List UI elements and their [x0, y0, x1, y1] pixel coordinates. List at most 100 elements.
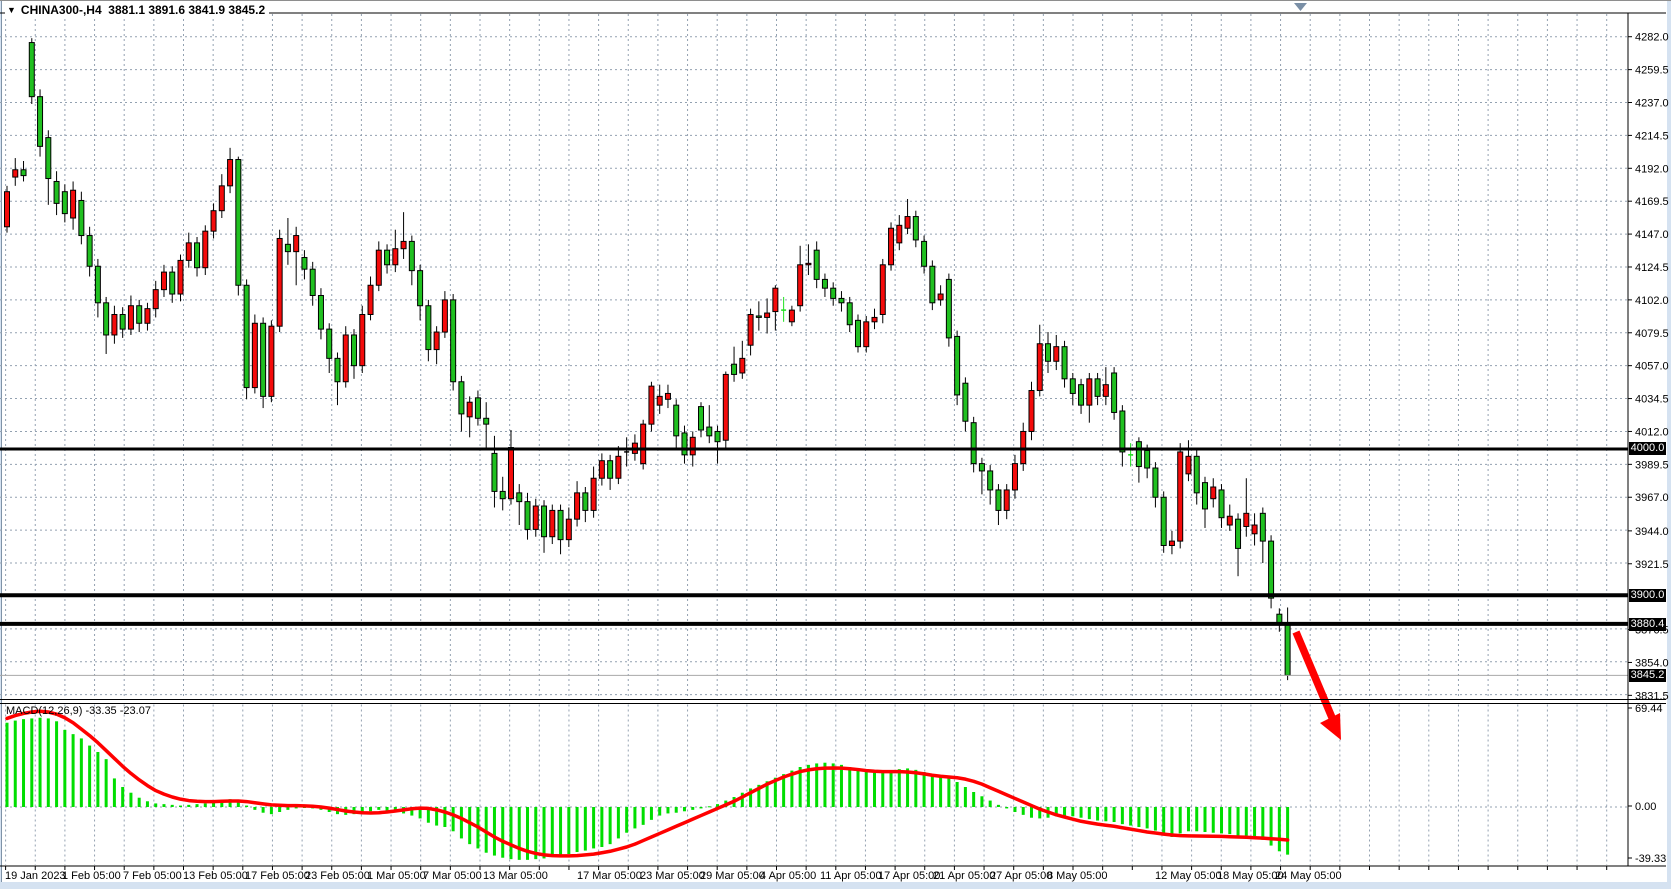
bull-candle	[1036, 343, 1043, 392]
bear-candle	[408, 240, 415, 272]
bear-candle	[1276, 613, 1283, 624]
macd-histogram-bar	[1203, 807, 1207, 832]
trend-arrow-shaft[interactable]	[1292, 630, 1337, 722]
macd-histogram-bar	[749, 788, 753, 807]
date-label: 7 Feb 05:00	[123, 870, 182, 882]
bear-candle	[1078, 384, 1085, 406]
macd-histogram-bar	[848, 767, 852, 807]
bear-candle	[821, 278, 828, 289]
macd-histogram-bar	[782, 774, 786, 807]
bear-candle	[1160, 496, 1167, 546]
price-axis-label: 4102.0	[1635, 295, 1669, 307]
symbol-period-label: CHINA300-,H4	[20, 3, 102, 17]
bear-candle	[94, 265, 101, 304]
bear-candle	[1201, 482, 1208, 510]
macd-histogram-bar	[947, 778, 951, 807]
macd-histogram-bar	[377, 807, 381, 810]
macd-histogram-bar	[674, 807, 678, 813]
bull-candle	[392, 248, 399, 266]
date-label: 19 Jan 2023	[5, 870, 66, 882]
bull-candle	[12, 169, 19, 178]
shift-marker-icon[interactable]	[1294, 3, 1307, 11]
macd-histogram-bar	[63, 729, 67, 807]
macd-histogram-bar	[1038, 807, 1042, 819]
bear-candle	[1218, 489, 1225, 519]
macd-histogram-bar	[856, 769, 860, 807]
bear-candle	[243, 284, 250, 389]
bull-candle	[937, 293, 944, 301]
price-axis-label: 3967.0	[1635, 492, 1669, 504]
macd-histogram-bar	[187, 804, 191, 807]
macd-histogram-bar	[46, 718, 50, 807]
macd-histogram-bar	[889, 770, 893, 807]
bear-candle	[1094, 378, 1101, 397]
bull-candle	[218, 185, 225, 212]
bear-candle	[483, 417, 490, 425]
symbol-dropdown-icon[interactable]: ▼	[7, 5, 16, 15]
bear-candle	[813, 249, 820, 280]
price-axis-label: 4282.0	[1635, 32, 1669, 44]
macd-histogram-bar	[1153, 807, 1157, 831]
bull-candle	[152, 289, 159, 310]
bull-candle	[1102, 384, 1109, 397]
time-axis[interactable]	[0, 867, 1628, 881]
macd-histogram-bar	[410, 807, 414, 816]
bear-candle	[169, 271, 176, 295]
macd-histogram-bar	[104, 759, 108, 807]
price-axis-label: 3989.5	[1635, 459, 1669, 471]
macd-histogram-bar	[873, 772, 877, 807]
bull-candle	[871, 316, 878, 323]
bear-candle	[119, 313, 126, 330]
bear-candle	[351, 334, 358, 367]
bull-candle	[764, 312, 771, 318]
macd-histogram-bar	[550, 807, 554, 857]
bear-candle	[557, 509, 564, 541]
bull-candle	[1168, 540, 1175, 546]
macd-histogram-bar	[972, 792, 976, 807]
macd-histogram-bar	[55, 721, 59, 807]
bear-candle	[194, 242, 201, 269]
bull-candle	[549, 509, 556, 538]
date-label: 17 Apr 05:00	[878, 870, 940, 882]
macd-histogram-bar	[517, 807, 521, 860]
bear-candle	[1135, 441, 1142, 468]
macd-histogram-bar	[137, 797, 141, 807]
bull-candle	[185, 242, 192, 261]
bull-candle	[127, 305, 134, 330]
bull-candle	[144, 308, 151, 324]
price-axis-label: 4034.5	[1635, 394, 1669, 406]
trend-arrow-head[interactable]	[1320, 713, 1341, 740]
bull-candle	[896, 224, 903, 244]
price-axis[interactable]	[1629, 14, 1667, 866]
date-label: 17 Mar 05:00	[577, 870, 642, 882]
bear-candle	[929, 265, 936, 304]
macd-histogram-bar	[418, 807, 422, 819]
bull-candle	[70, 189, 77, 219]
macd-histogram-bar	[1021, 807, 1025, 815]
macd-histogram-bar	[1277, 807, 1281, 852]
macd-histogram-bar	[608, 807, 612, 845]
macd-histogram-bar	[1087, 807, 1091, 820]
bear-candle	[970, 422, 977, 465]
macd-histogram-bar	[699, 807, 703, 809]
bear-candle	[417, 270, 424, 307]
macd-histogram-bar	[112, 778, 116, 807]
bull-candle	[375, 249, 382, 286]
macd-histogram-bar	[716, 804, 720, 807]
macd-histogram-bar	[1269, 807, 1273, 846]
bear-candle	[317, 294, 324, 330]
macd-histogram-bar	[773, 777, 777, 807]
level-tag-3900: 3900.0	[1629, 589, 1666, 602]
macd-histogram-bar	[162, 804, 166, 807]
macd-histogram-bar	[1170, 807, 1174, 837]
bear-candle	[673, 404, 680, 437]
bull-candle	[1011, 463, 1018, 491]
macd-histogram-bar	[212, 802, 216, 807]
macd-histogram-bar	[253, 807, 257, 810]
bull-candle	[400, 240, 407, 250]
macd-histogram-bar	[1071, 807, 1075, 817]
macd-axis-label: -39.33	[1635, 853, 1666, 865]
macd-histogram-bar	[1228, 807, 1232, 835]
